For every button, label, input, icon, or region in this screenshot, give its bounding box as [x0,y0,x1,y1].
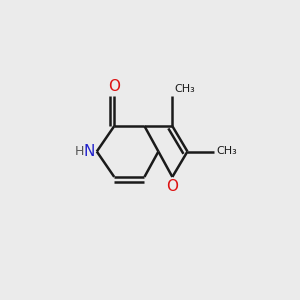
Text: O: O [166,179,178,194]
Text: N: N [83,144,94,159]
Text: O: O [108,79,120,94]
Text: CH₃: CH₃ [175,84,195,94]
Text: CH₃: CH₃ [217,146,237,157]
Text: H: H [75,145,84,158]
